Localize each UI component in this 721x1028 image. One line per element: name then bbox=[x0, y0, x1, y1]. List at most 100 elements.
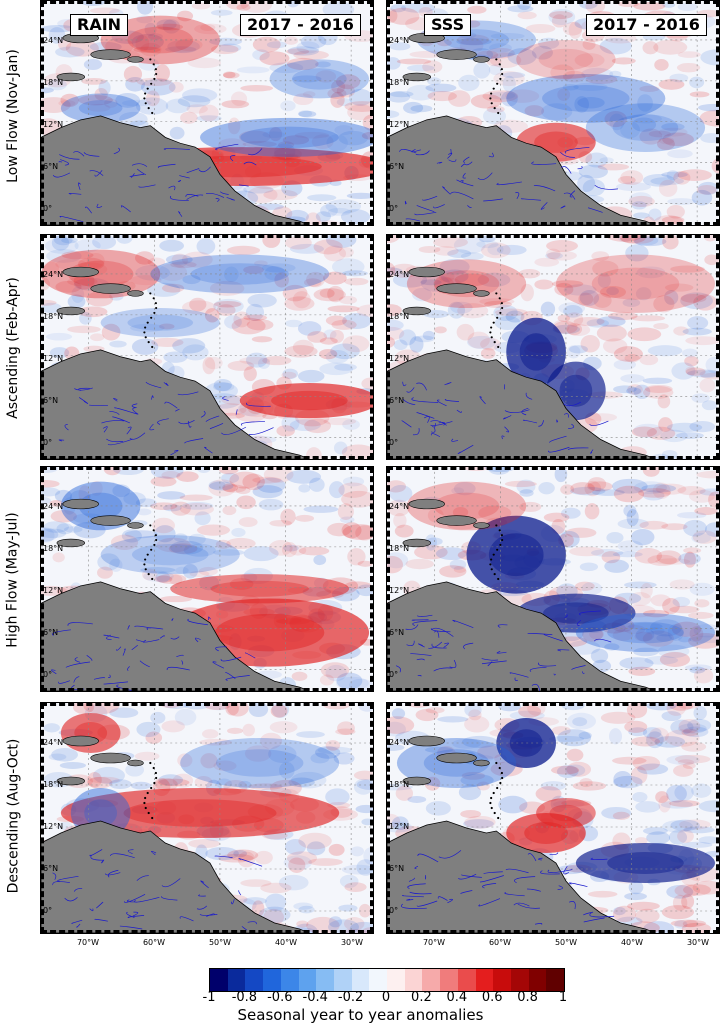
sss-panel-row-3 bbox=[386, 466, 720, 692]
river-line bbox=[135, 639, 144, 643]
sss-panel-row-4 bbox=[386, 702, 720, 934]
island bbox=[493, 107, 496, 110]
south-america-land bbox=[41, 820, 310, 933]
river-line bbox=[437, 399, 447, 407]
river-line bbox=[448, 159, 457, 163]
river-line bbox=[186, 194, 204, 200]
river-line bbox=[430, 628, 451, 633]
river-line bbox=[215, 143, 239, 151]
island bbox=[496, 786, 499, 790]
anomaly-field bbox=[41, 235, 373, 459]
river-line bbox=[416, 614, 433, 617]
river-line bbox=[564, 147, 590, 154]
latitude-label: 12°N bbox=[389, 354, 410, 363]
island bbox=[436, 752, 477, 764]
island bbox=[501, 72, 504, 76]
island bbox=[489, 801, 492, 805]
sss-period-header: 2017 - 2016 bbox=[586, 14, 707, 36]
river-line bbox=[225, 671, 236, 679]
island bbox=[490, 796, 493, 800]
island bbox=[143, 97, 146, 100]
map-frame bbox=[387, 1, 719, 225]
river-line bbox=[60, 159, 69, 166]
island bbox=[127, 56, 144, 63]
river-line bbox=[94, 918, 108, 922]
river-line bbox=[122, 648, 126, 656]
river-line bbox=[89, 908, 94, 912]
river-line bbox=[431, 643, 447, 649]
island bbox=[154, 771, 157, 775]
river-line bbox=[464, 161, 473, 166]
river-line bbox=[115, 646, 122, 651]
colorbar-tick-label: 0.6 bbox=[481, 990, 503, 1005]
island bbox=[127, 522, 144, 529]
river-line bbox=[583, 917, 605, 923]
latitude-label: 6°N bbox=[389, 628, 405, 637]
colorbar-segment bbox=[263, 969, 281, 991]
island bbox=[436, 49, 477, 60]
river-line bbox=[410, 653, 432, 656]
longitude-label: 70°W bbox=[76, 938, 100, 947]
river-line bbox=[444, 399, 460, 402]
latitude-label: 12°N bbox=[43, 120, 64, 129]
river-line bbox=[96, 203, 103, 208]
river-line bbox=[560, 152, 576, 158]
river-line bbox=[560, 205, 566, 209]
river-line bbox=[412, 620, 438, 626]
island bbox=[144, 558, 147, 561]
river-line bbox=[452, 619, 474, 629]
latitude-label: 24°N bbox=[43, 502, 64, 511]
island bbox=[143, 331, 146, 334]
river-line bbox=[89, 404, 108, 407]
river-line bbox=[576, 620, 582, 626]
river-line bbox=[509, 672, 529, 678]
river-line bbox=[113, 398, 118, 402]
island bbox=[498, 297, 501, 300]
latitude-label: 24°N bbox=[43, 36, 64, 45]
colorbar-tick-label: -0.4 bbox=[302, 990, 328, 1005]
river-line bbox=[557, 649, 570, 652]
colorbar-segment bbox=[227, 969, 246, 991]
island bbox=[501, 306, 504, 310]
river-line bbox=[145, 381, 162, 389]
river-line bbox=[553, 673, 556, 676]
river-line bbox=[194, 637, 201, 643]
south-america-land bbox=[387, 581, 656, 691]
river-line bbox=[132, 407, 139, 415]
river-line bbox=[409, 891, 432, 895]
river-line bbox=[164, 401, 178, 409]
river-line bbox=[594, 185, 618, 190]
river-line bbox=[590, 857, 608, 861]
river-line bbox=[126, 426, 132, 435]
latitude-label: 6°N bbox=[43, 162, 59, 171]
river-line bbox=[129, 432, 146, 440]
rain-panel-row-2 bbox=[40, 234, 374, 460]
river-line bbox=[483, 198, 503, 202]
island bbox=[493, 811, 496, 815]
rain-panel-row-3 bbox=[40, 466, 374, 692]
river-line bbox=[238, 858, 263, 867]
river-line bbox=[230, 899, 235, 905]
row-label-high-flow: High Flow (May-Jul) bbox=[5, 512, 22, 648]
river-line bbox=[103, 634, 120, 639]
river-line bbox=[78, 397, 89, 404]
latitude-label: 18°N bbox=[389, 780, 410, 789]
island bbox=[495, 761, 498, 765]
river-line bbox=[58, 680, 70, 684]
river-line bbox=[564, 613, 568, 618]
river-line bbox=[433, 667, 453, 672]
river-line bbox=[438, 850, 462, 859]
latitude-label: 18°N bbox=[389, 312, 410, 321]
river-line bbox=[411, 397, 439, 403]
island bbox=[436, 515, 477, 526]
river-line bbox=[78, 182, 81, 190]
river-line bbox=[57, 875, 79, 883]
river-line bbox=[483, 871, 503, 875]
colorbar bbox=[209, 968, 565, 992]
island bbox=[497, 345, 500, 349]
river-line bbox=[478, 898, 501, 907]
island bbox=[473, 522, 490, 529]
island bbox=[498, 766, 501, 770]
south-america-land bbox=[387, 115, 656, 225]
river-line bbox=[235, 409, 238, 415]
